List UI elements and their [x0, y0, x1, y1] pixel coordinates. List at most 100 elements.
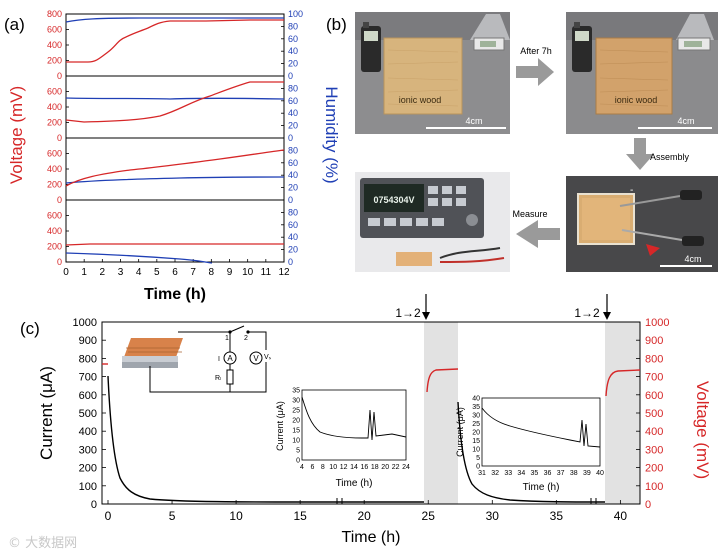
a-left-tick: 600 [47, 25, 62, 35]
arrow-after-7h: After 7h [516, 46, 554, 86]
a-right-tick: 60 [288, 34, 298, 44]
inset-y-tick: 15 [292, 428, 300, 435]
panel-b-label: (b) [326, 15, 347, 34]
inset-x-tick: 14 [350, 464, 358, 471]
a-right-tick: 20 [288, 59, 298, 69]
inset-y-tick: 20 [292, 418, 300, 425]
c-right-tick: 700 [645, 372, 663, 384]
photo-ionic-wood-after: ionic wood 4cm [566, 12, 718, 134]
a-x-tick: 10 [242, 267, 254, 278]
panel-c-y-right-label: Voltage (mV) [693, 381, 712, 479]
a-left-tick: 400 [47, 40, 62, 50]
a-left-tick: 200 [47, 242, 62, 252]
panel-a-label: (a) [4, 15, 25, 34]
scale-bar-1: 4cm [465, 116, 482, 126]
inset-x-tick: 22 [392, 464, 400, 471]
svg-text:Time (h): Time (h) [336, 478, 373, 489]
circuit-schematic: A V 1 2 I Vₛ Rₗ [122, 325, 272, 393]
a-left-tick: 0 [57, 71, 62, 81]
c-left-tick: 100 [79, 481, 97, 493]
a-x-tick: 9 [227, 267, 233, 278]
a2-voltage-curve [65, 81, 284, 123]
a-x-tick: 12 [278, 267, 290, 278]
a-right-tick: 100 [288, 9, 303, 19]
arrow-measure: Measure [512, 209, 560, 248]
a-right-tick: 40 [288, 108, 298, 118]
a-left-tick: 0 [57, 133, 62, 143]
a1-humidity-curve [65, 17, 284, 23]
panel-a-frames [65, 13, 285, 263]
inset-y-tick: 0 [296, 458, 300, 465]
a-left-tick: 600 [47, 211, 62, 221]
inset-x-tick: 20 [381, 464, 389, 471]
c-right-tick: 0 [645, 499, 651, 511]
c-left-tick: 500 [79, 408, 97, 420]
photo-assembled-device: - 4cm [566, 176, 718, 272]
a-right-tick: 0 [288, 71, 293, 81]
c-right-tick: 400 [645, 426, 663, 438]
a-left-tick: 0 [57, 195, 62, 205]
c-left-tick: 700 [79, 372, 97, 384]
inset-y-tick: 25 [472, 421, 480, 428]
inset-y-tick: 10 [472, 447, 480, 454]
svg-text:2: 2 [244, 335, 248, 342]
c-left-tick: 900 [79, 335, 97, 347]
a-right-tick: 80 [288, 83, 298, 93]
a-left-tick: 200 [47, 118, 62, 128]
c-voltage-1 [426, 368, 459, 393]
svg-text:Vₛ: Vₛ [264, 354, 272, 361]
c-right-tick: 800 [645, 353, 663, 365]
panel-a-curves [65, 17, 285, 264]
c-current-1 [107, 375, 424, 503]
a-right-tick: 20 [288, 245, 298, 255]
inset-x-tick: 37 [557, 470, 565, 477]
panel-a-x-ticks: 0 1 2 3 4 5 6 7 8 9 10 11 12 [63, 259, 290, 278]
c-right-tick: 900 [645, 335, 663, 347]
inset-x-tick: 16 [361, 464, 369, 471]
inset-y-tick: 5 [296, 448, 300, 455]
a-x-tick: 0 [63, 267, 69, 278]
panel-c-x-label: Time (h) [342, 529, 401, 546]
svg-text:Current (μA): Current (μA) [455, 407, 465, 457]
a-x-tick: 2 [100, 267, 106, 278]
a-right-tick: 60 [288, 96, 298, 106]
svg-text:After 7h: After 7h [520, 46, 552, 56]
inset-y-tick: 30 [292, 398, 300, 405]
inset-x-tick: 10 [329, 464, 337, 471]
c-right-tick: 500 [645, 408, 663, 420]
svg-text:1→2: 1→2 [574, 306, 600, 320]
wood-label-1: ionic wood [399, 95, 442, 105]
a-x-tick: 6 [172, 267, 178, 278]
inset-x-tick: 34 [517, 470, 525, 477]
c-right-tick: 100 [645, 481, 663, 493]
panel-a-sub-4 [65, 199, 285, 263]
c-left-tick: 200 [79, 463, 97, 475]
svg-text:Measure: Measure [512, 209, 547, 219]
wood-label-2: ionic wood [615, 95, 658, 105]
inset-y-tick: 20 [472, 430, 480, 437]
svg-text:A: A [227, 354, 233, 363]
inset-y-tick: 15 [472, 438, 480, 445]
a-right-tick: 80 [288, 21, 298, 31]
a-left-tick: 200 [47, 180, 62, 190]
a1-voltage-curve [66, 19, 284, 63]
svg-text:V: V [253, 354, 259, 363]
panel-c-curves [102, 363, 641, 504]
inset-x-tick: 38 [570, 470, 578, 477]
c-current-2 [457, 401, 606, 503]
inset-y-tick: 35 [472, 404, 480, 411]
inset-x-tick: 33 [504, 470, 512, 477]
a4-humidity-curve [65, 252, 213, 264]
panel-a-y-right-label: Humidity (%) [322, 86, 341, 183]
c-voltage-2 [605, 369, 641, 397]
a-left-tick: 400 [47, 164, 62, 174]
c-x-tick: 20 [358, 509, 372, 523]
inset-x-tick: 6 [310, 464, 314, 471]
switch-region-1 [424, 322, 458, 504]
inset-x-tick: 39 [583, 470, 591, 477]
a-left-tick: 600 [47, 87, 62, 97]
svg-text:1: 1 [225, 335, 229, 342]
svg-text:-: - [630, 185, 633, 196]
svg-text:Rₗ: Rₗ [215, 375, 221, 382]
